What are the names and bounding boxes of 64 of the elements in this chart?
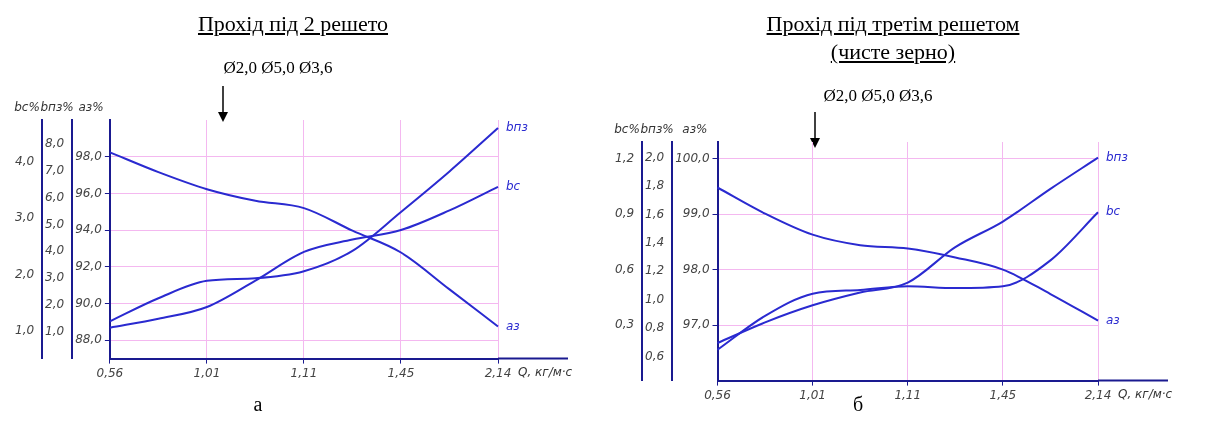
y2-tick-label: 1,2 <box>645 263 665 278</box>
series-label: aз <box>506 318 520 333</box>
y-tick-label: 98,0 <box>682 261 710 276</box>
y2-tick-label: 7,0 <box>45 163 65 178</box>
text: Ø2,0 Ø5,0 Ø3,6 <box>822 86 934 106</box>
y3-tick-label: 1,2 <box>614 150 635 165</box>
y2-tick-label: 1,0 <box>645 291 665 306</box>
y-tick-label: 88,0 <box>75 332 103 347</box>
y2-tick-label: 4,0 <box>45 243 65 258</box>
y-tick-label: 100,0 <box>675 150 710 165</box>
series-label: aз <box>1106 312 1120 327</box>
y-tick-label: 97,0 <box>682 317 710 332</box>
y-tick-label: 94,0 <box>75 222 103 237</box>
y2-tick-label: 1,8 <box>645 178 665 193</box>
y2-tick-label: 2,0 <box>45 297 65 312</box>
series-label: bc <box>506 178 521 193</box>
text: Ø2,0 Ø5,0 Ø3,6 <box>222 58 334 78</box>
series-label: bпз <box>1106 149 1128 164</box>
y-axis-title: aз% <box>682 122 708 137</box>
y3-tick-label: 0,3 <box>614 317 635 332</box>
y2-axis-title: bпз% <box>640 122 674 137</box>
x-tick-label: 0,56 <box>704 387 732 402</box>
x-tick-label: 1,11 <box>290 365 318 380</box>
y2-tick-label: 2,0 <box>645 149 665 164</box>
y3-axis-title: bc% <box>14 100 40 115</box>
x-axis-title: Q, кг/м·с <box>1118 386 1173 401</box>
y-tick-label: 90,0 <box>75 295 103 310</box>
y-axis-title: aз% <box>78 100 104 115</box>
y3-tick-label: 3,0 <box>14 210 35 225</box>
y3-tick-label: 1,0 <box>14 322 35 337</box>
y2-tick-label: 5,0 <box>45 216 65 231</box>
y-tick-label: 99,0 <box>682 206 710 221</box>
y2-tick-label: 8,0 <box>45 136 65 151</box>
x-axis-title: Q, кг/м·с <box>518 364 573 379</box>
text: б <box>852 393 864 415</box>
x-tick-label: 0,56 <box>96 365 124 380</box>
text: а <box>252 393 264 416</box>
chart-title: Прохід під 2 решето <box>197 10 389 38</box>
y2-tick-label: 1,4 <box>645 234 665 249</box>
y2-axis-title: bпз% <box>40 100 74 115</box>
y3-tick-label: 0,9 <box>614 206 635 221</box>
x-tick-label: 1,11 <box>894 387 922 402</box>
x-tick-label: 1,01 <box>799 387 826 402</box>
y-tick-label: 98,0 <box>75 148 103 163</box>
x-tick-label: 1,45 <box>387 365 415 380</box>
x-tick-label: 1,45 <box>989 387 1017 402</box>
y3-axis-title: bc% <box>614 122 640 137</box>
y3-tick-label: 2,0 <box>14 266 35 281</box>
chart-title: Прохід під третім решетом (чисте зерно) <box>765 10 1021 66</box>
y-tick-label: 92,0 <box>75 258 103 273</box>
y2-tick-label: 1,6 <box>645 206 665 221</box>
x-tick-label: 2,14 <box>484 365 512 380</box>
y3-tick-label: 0,6 <box>614 261 635 276</box>
y2-tick-label: 1,0 <box>45 323 65 338</box>
y2-tick-label: 0,8 <box>645 320 665 335</box>
y-tick-label: 96,0 <box>75 185 103 200</box>
x-tick-label: 1,01 <box>193 365 221 380</box>
y2-tick-label: 3,0 <box>45 270 65 285</box>
x-tick-label: 2,14 <box>1084 387 1112 402</box>
y2-tick-label: 0,6 <box>645 348 665 363</box>
series-label: bпз <box>506 120 528 135</box>
y2-tick-label: 6,0 <box>45 189 65 204</box>
y3-tick-label: 4,0 <box>14 154 35 169</box>
series-label: bc <box>1106 204 1121 219</box>
